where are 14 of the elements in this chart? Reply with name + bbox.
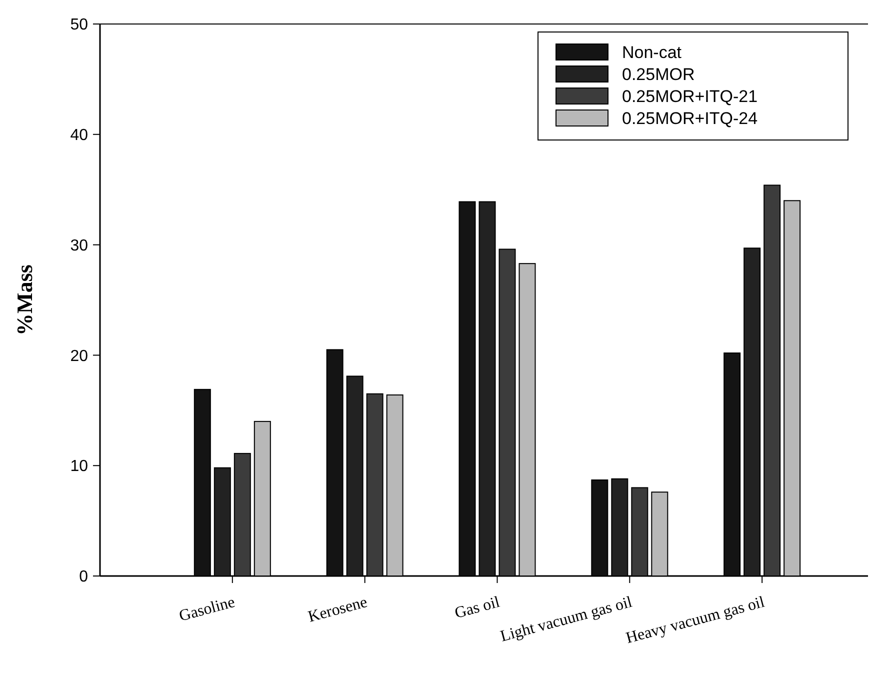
legend-label: Non-cat <box>622 42 682 62</box>
legend-label: 0.25MOR+ITQ-24 <box>622 108 758 128</box>
y-tick-label: 40 <box>70 127 88 144</box>
y-tick-label: 0 <box>79 568 88 586</box>
y-tick-label: 50 <box>70 16 88 34</box>
y-tick-label: 20 <box>70 348 88 365</box>
legend-label: 0.25MOR+ITQ-21 <box>622 86 758 106</box>
y-tick-label: 30 <box>70 237 88 254</box>
legend-label: 0.25MOR <box>622 64 695 84</box>
y-axis-title: %Mass <box>12 264 37 336</box>
y-tick-label: 10 <box>70 458 88 476</box>
x-tick-label: Kerosene <box>306 594 370 626</box>
x-tick-label: Gasoline <box>177 594 237 625</box>
x-tick-label: Gas oil <box>452 594 502 622</box>
